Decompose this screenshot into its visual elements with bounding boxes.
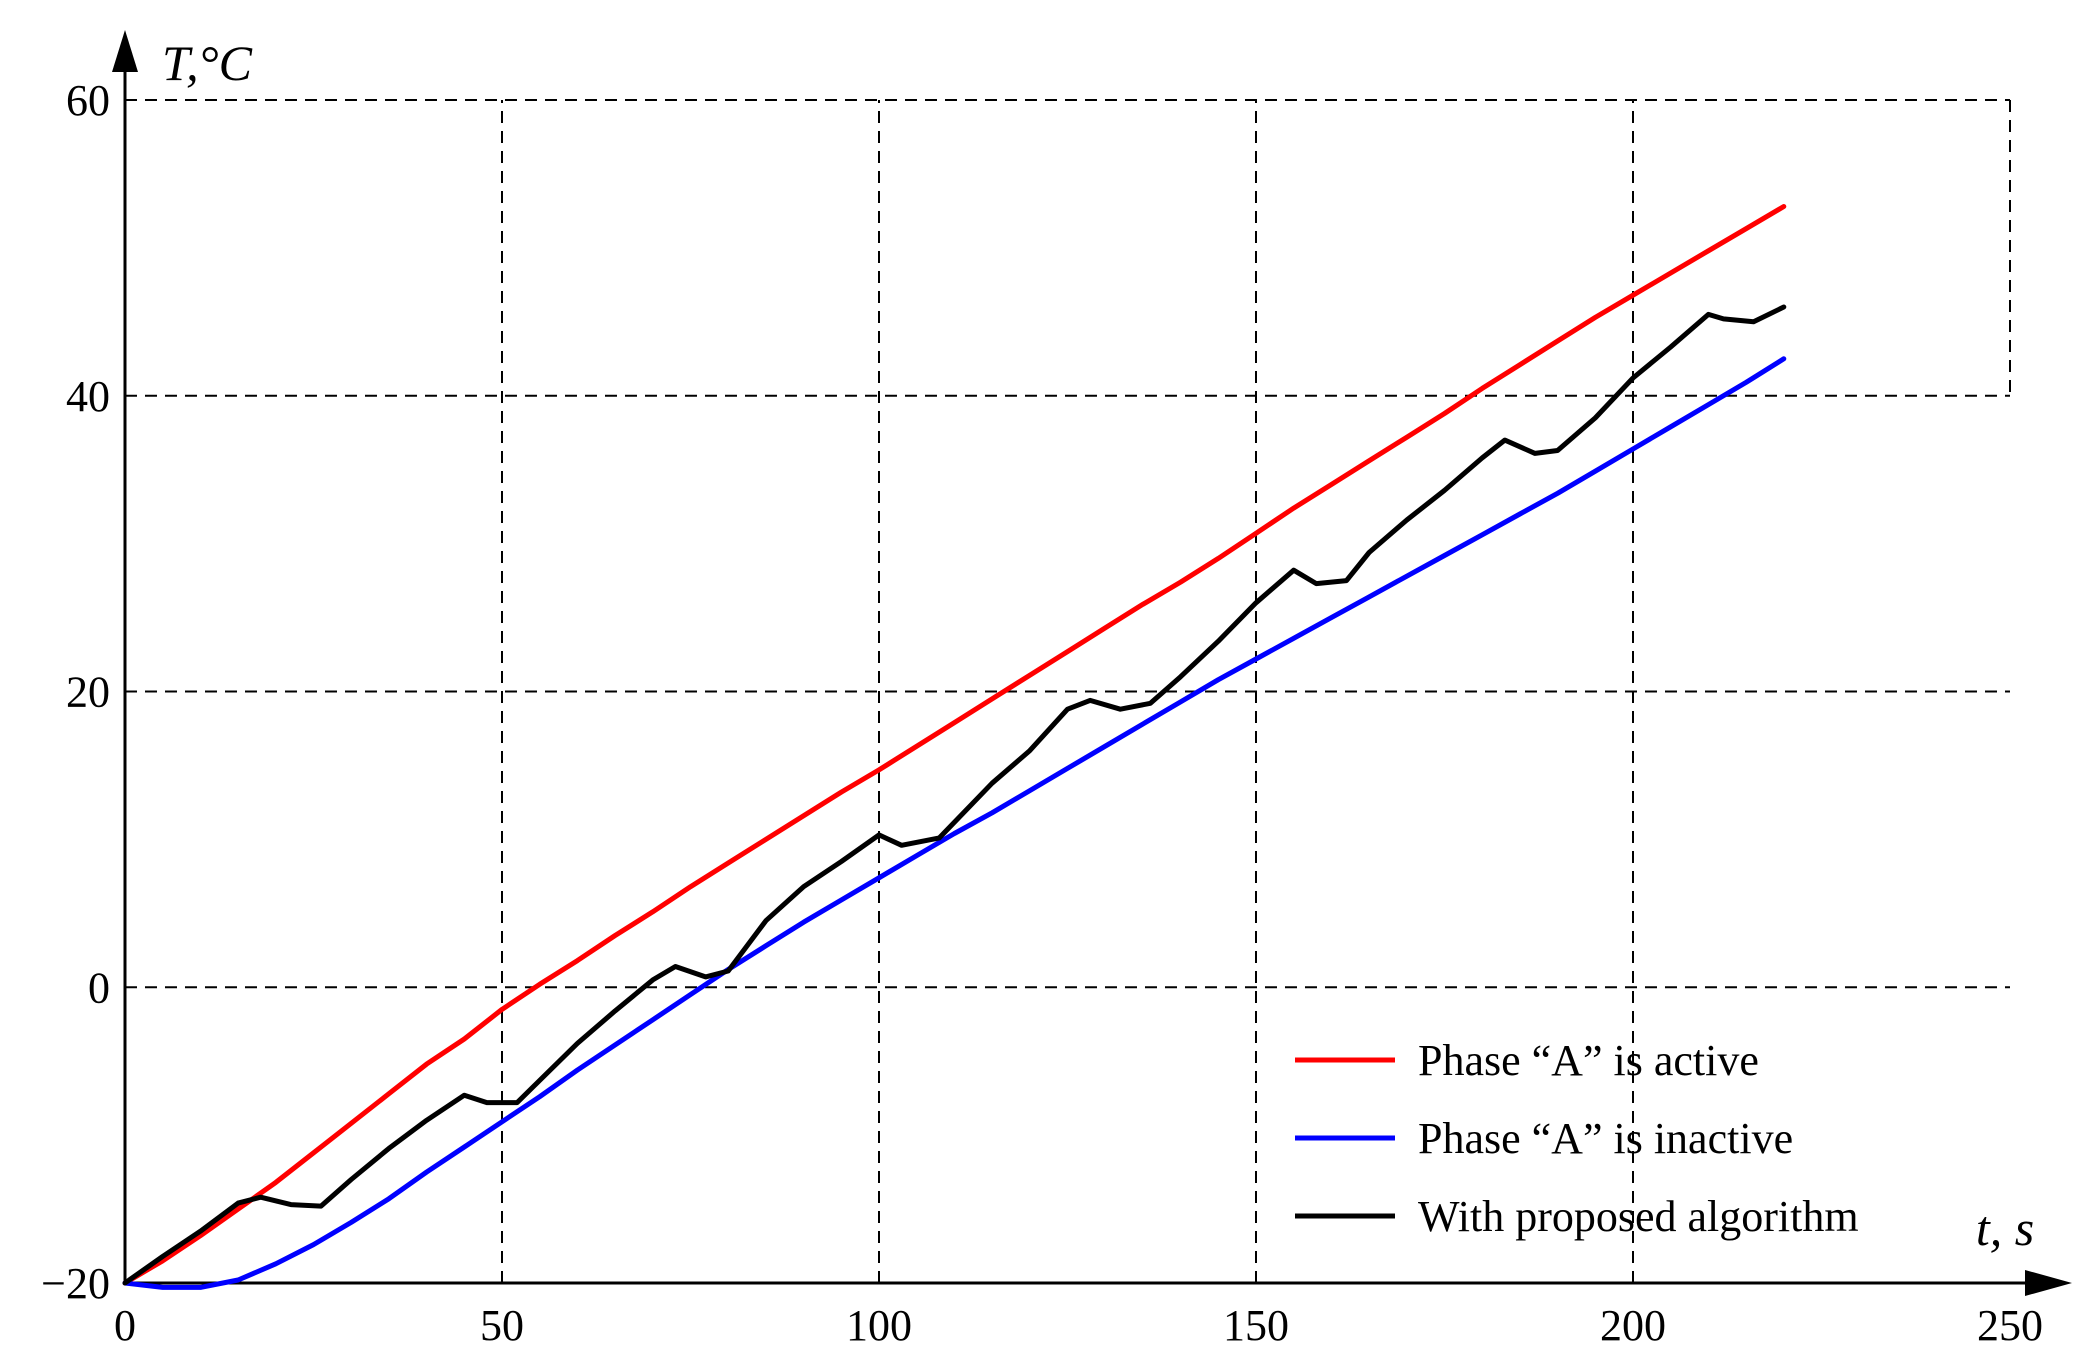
series-line-2 <box>122 356 1787 1290</box>
x-tick-label: 200 <box>1600 1301 1666 1350</box>
x-tick-label: 50 <box>480 1301 524 1350</box>
grid-lines <box>125 99 2011 1283</box>
y-tick-label: 20 <box>66 668 110 717</box>
y-tick-label: −20 <box>41 1259 110 1308</box>
x-tick-label: 150 <box>1223 1301 1289 1350</box>
x-tick-label: 250 <box>1977 1301 2043 1350</box>
y-tick-label: 60 <box>66 76 110 125</box>
y-axis-title: T,°C <box>162 35 253 91</box>
legend: Phase “A” is active Phase “A” is inactive… <box>1295 1036 1859 1241</box>
y-axis-arrow <box>112 30 138 72</box>
series-line-3 <box>122 304 1787 1286</box>
x-tick-label: 100 <box>846 1301 912 1350</box>
legend-label-1: Phase “A” is active <box>1418 1036 1759 1085</box>
x-axis-title: t, s <box>1976 1200 2034 1256</box>
axes <box>112 30 2072 1296</box>
series-lines <box>122 204 1787 1290</box>
legend-label-2: Phase “A” is inactive <box>1418 1114 1793 1163</box>
x-axis-arrow <box>2025 1270 2072 1296</box>
series-line-1 <box>122 204 1787 1286</box>
legend-label-3: With proposed algorithm <box>1418 1192 1859 1241</box>
y-tick-label: 0 <box>88 963 110 1012</box>
x-tick-label: 0 <box>114 1301 136 1350</box>
y-tick-label: 40 <box>66 372 110 421</box>
